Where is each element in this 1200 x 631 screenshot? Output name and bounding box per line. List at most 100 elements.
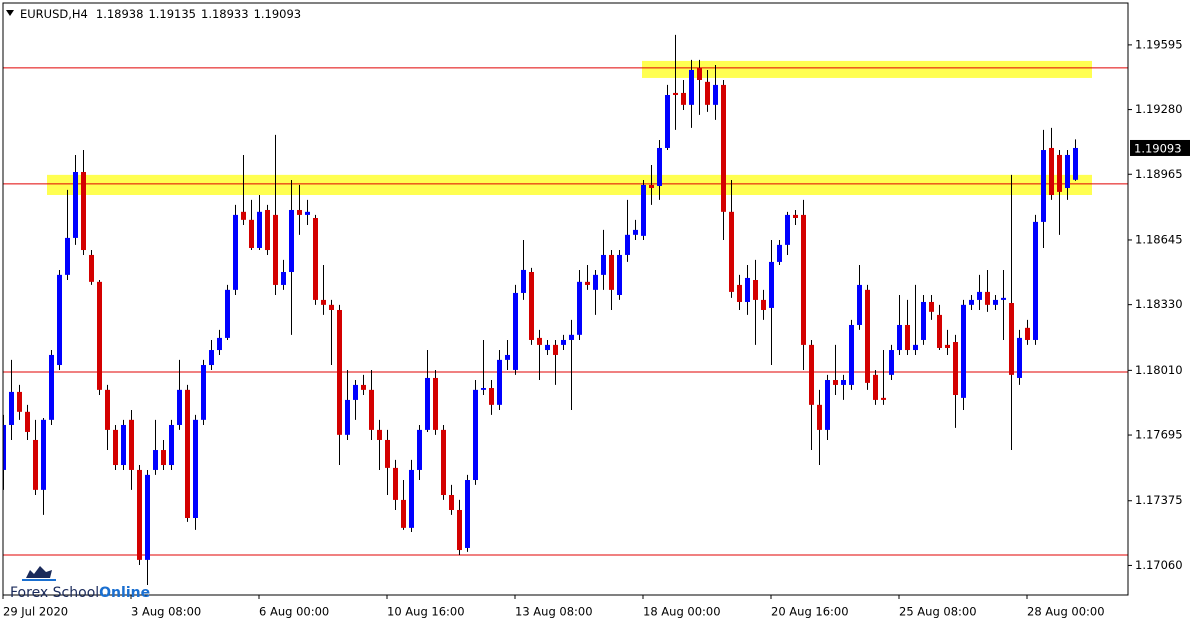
x-tick-label: 3 Aug 08:00 xyxy=(131,605,201,619)
candle-body xyxy=(433,377,438,430)
candle-body xyxy=(105,389,110,430)
candle-body xyxy=(785,214,790,245)
candle-body xyxy=(65,237,70,275)
candle-body xyxy=(489,388,494,405)
candle-body xyxy=(529,271,534,340)
candle-body xyxy=(873,374,878,400)
x-tick-label: 20 Aug 16:00 xyxy=(771,605,849,619)
candle-body xyxy=(9,391,14,425)
candle-body xyxy=(897,324,902,351)
candle-body xyxy=(721,84,726,212)
candle-body xyxy=(977,291,982,300)
candle-body xyxy=(513,292,518,370)
candle-body xyxy=(481,388,486,390)
logo-main: Forex School xyxy=(10,585,99,601)
candle-body xyxy=(849,324,854,385)
candle-body xyxy=(3,424,6,470)
candle-body xyxy=(817,404,822,430)
candle-body xyxy=(1065,154,1070,189)
candle-body xyxy=(673,92,678,95)
candle-body xyxy=(545,344,550,351)
candle-body xyxy=(601,254,606,275)
candle-body xyxy=(337,309,342,435)
candle-body xyxy=(537,337,542,345)
candle-body xyxy=(313,217,318,300)
candle-body xyxy=(161,450,166,466)
candle-body xyxy=(713,84,718,105)
candle-body xyxy=(1041,150,1046,222)
candle-body xyxy=(969,299,974,305)
candle-body xyxy=(361,384,366,390)
candle-body xyxy=(865,289,870,383)
zone xyxy=(47,174,1092,195)
candle-body xyxy=(441,429,446,495)
candle-body xyxy=(393,467,398,500)
symbol: EURUSD,H4 xyxy=(20,7,88,21)
logo-text: Forex SchoolOnline xyxy=(10,585,150,601)
candle-body xyxy=(457,509,462,551)
x-tick-label: 29 Jul 2020 xyxy=(3,605,68,619)
candle-body xyxy=(1009,303,1014,375)
candle-body xyxy=(473,389,478,481)
candle-body xyxy=(113,429,118,466)
candle-body xyxy=(921,301,926,340)
candle-body xyxy=(777,244,782,262)
logo-icon xyxy=(26,566,52,578)
candle-body xyxy=(641,184,646,236)
candle-body xyxy=(409,469,414,528)
candle-body xyxy=(889,350,894,375)
candle-body xyxy=(561,339,566,345)
candle-body xyxy=(497,359,502,405)
candle-body xyxy=(929,301,934,312)
header-low: 1.18933 xyxy=(201,7,249,21)
header-open: 1.18938 xyxy=(96,7,144,21)
price-label-box xyxy=(1130,139,1190,156)
candle-body xyxy=(1001,297,1006,300)
candle-body xyxy=(249,219,254,248)
x-tick-label: 28 Aug 00:00 xyxy=(1027,605,1105,619)
candle-body xyxy=(185,389,190,518)
candle-body xyxy=(905,324,910,351)
candle-body xyxy=(617,254,622,295)
candle-body xyxy=(281,271,286,285)
candle-body xyxy=(353,384,358,400)
candle-body xyxy=(993,299,998,305)
candle-body xyxy=(841,380,846,385)
candle-body xyxy=(25,411,30,432)
candle-body xyxy=(577,281,582,335)
x-tick-label: 13 Aug 08:00 xyxy=(515,605,593,619)
header-close: 1.19093 xyxy=(254,7,302,21)
y-tick-label: 1.18010 xyxy=(1135,363,1183,377)
candle-body xyxy=(593,274,598,290)
candle-body xyxy=(985,291,990,305)
candle-body xyxy=(289,209,294,272)
x-tick-label: 10 Aug 16:00 xyxy=(387,605,465,619)
candle-body xyxy=(609,254,614,290)
candle-body xyxy=(705,81,710,105)
candle-body xyxy=(681,92,686,105)
candle-body xyxy=(217,337,222,351)
candle-body xyxy=(265,209,270,251)
candle-body xyxy=(1057,154,1062,192)
header: EURUSD,H4 1.18938 1.19135 1.18933 1.19093 xyxy=(20,7,301,21)
logo: Forex SchoolOnline xyxy=(10,566,150,601)
candle-body xyxy=(697,67,702,81)
candle-body xyxy=(57,274,62,366)
candle-body xyxy=(857,284,862,325)
candle-body xyxy=(97,281,102,390)
header-high: 1.19135 xyxy=(148,7,196,21)
candle-body xyxy=(193,419,198,518)
candle-body xyxy=(81,171,86,251)
candle-body xyxy=(761,299,766,310)
candle-body xyxy=(825,380,830,430)
y-tick-label: 1.19280 xyxy=(1135,102,1183,116)
candle-body xyxy=(225,289,230,338)
y-tick-label: 1.17375 xyxy=(1135,493,1183,507)
candle-body xyxy=(745,277,750,302)
candle-body xyxy=(505,354,510,360)
candle-body xyxy=(233,214,238,290)
candle-body xyxy=(169,424,174,466)
candle-body xyxy=(241,211,246,220)
